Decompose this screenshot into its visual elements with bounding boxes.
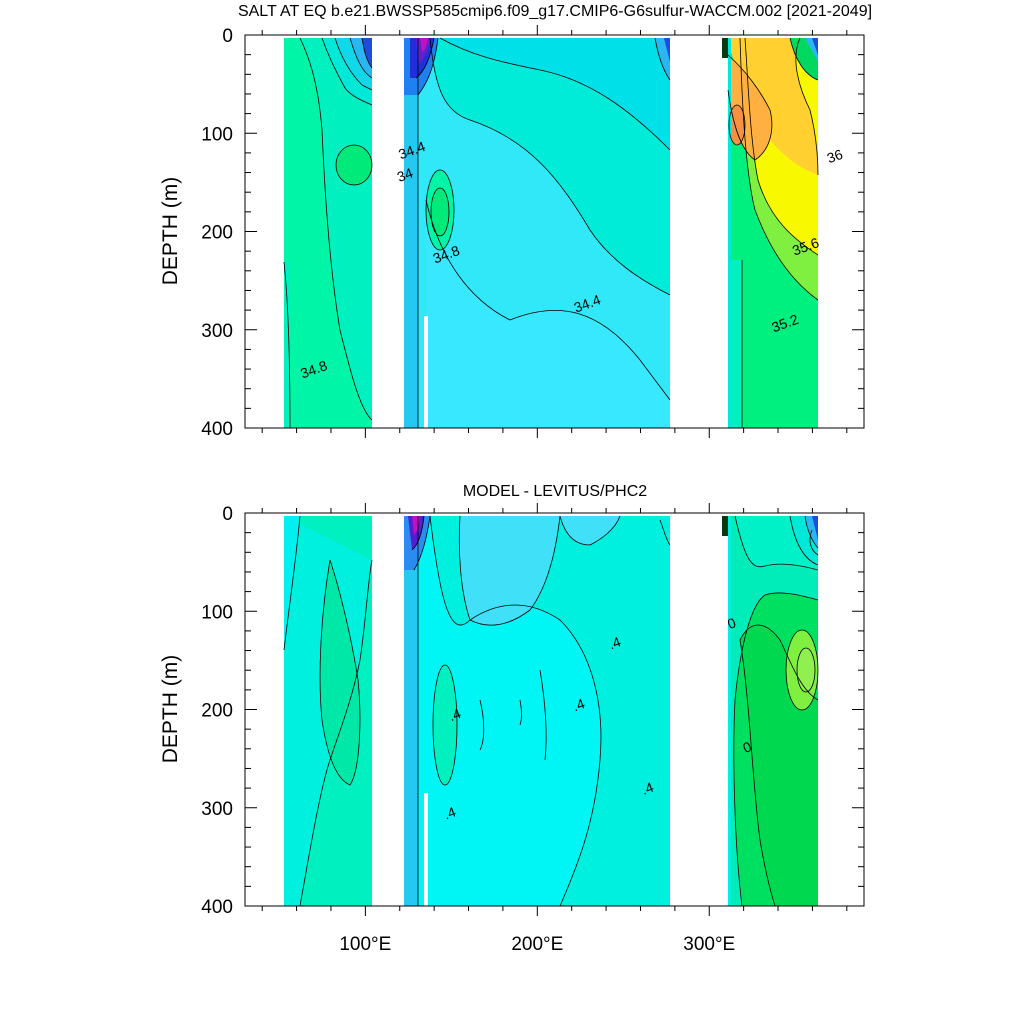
bot-atlantic-high-core	[797, 648, 815, 692]
top-pacific-west-strip	[404, 38, 418, 428]
bottom-x-tick-label: 300°E	[683, 934, 735, 955]
top-atlantic-36	[728, 38, 818, 175]
bot-indian-band-1	[284, 516, 372, 906]
bottom-contour-label: .4	[570, 695, 587, 714]
bottom-contour-labels: 0.4.4.4.4.40	[441, 614, 753, 822]
bot-atlantic-coast-dark	[722, 516, 728, 536]
top-y-tick-label: 400	[201, 419, 233, 440]
top-contour-label: 36	[825, 146, 845, 166]
top-y-tick-label: 100	[201, 124, 233, 145]
top-indian-low-strip	[284, 262, 290, 428]
bottom-y-tick-label: 100	[201, 602, 233, 623]
bottom-x-tick-label: 200°E	[511, 934, 563, 955]
bot-pacific-fresh-core-2	[408, 516, 424, 550]
top-atlantic-east-fresh-3	[812, 38, 818, 55]
top-mask-indonesia	[372, 35, 404, 428]
bottom-y-tick-label: 200	[201, 701, 233, 722]
bottom-y-axis-label: DEPTH (m)	[159, 655, 182, 764]
bot-atlantic-east-fresh-3	[812, 516, 818, 540]
top-atlantic-max-core	[729, 105, 745, 145]
top-mask-gap	[424, 316, 428, 428]
bot-mask-americas	[670, 513, 722, 906]
bot-atlantic-coast-strip	[728, 516, 731, 906]
bottom-contour-label: .4	[447, 705, 464, 724]
top-indian-high-patch	[336, 145, 372, 185]
bottom-y-tick-label: 400	[201, 897, 233, 918]
top-pacific-fresh-core-4	[420, 38, 428, 52]
bottom-contour-label: .4	[639, 779, 656, 798]
top-y-tick-label: 200	[201, 223, 233, 244]
bottom-y-tick-label: 0	[222, 504, 233, 525]
top-pacific-central-low	[426, 200, 670, 428]
bot-pacific-low-lobe	[560, 516, 620, 545]
top-pacific-mid-region	[440, 38, 670, 150]
bot-pacific-west-strip	[404, 516, 418, 906]
top-y-axis-label: DEPTH (m)	[159, 177, 182, 286]
bottom-axes: 0 100 200 300 400 100°E 200°E 300°E	[201, 503, 864, 955]
bottom-difference-field	[245, 513, 864, 906]
bot-pacific-high-lobe	[433, 665, 457, 785]
top-panel-title: SALT AT EQ b.e21.BWSSP585cmip6.f09_g17.C…	[238, 3, 872, 20]
bottom-x-tick-label: 100°E	[339, 934, 391, 955]
bot-mask-gap	[424, 793, 428, 906]
bot-mask-top-strip	[245, 513, 864, 516]
bottom-contour-label: .4	[441, 803, 458, 822]
top-pacific-high-core	[431, 188, 449, 236]
top-y-tick-label: 300	[201, 321, 233, 342]
bot-pacific-low-tongue	[459, 516, 560, 626]
top-indian-band-5	[362, 38, 372, 68]
top-atlantic-coast-dark	[722, 38, 728, 58]
top-contour-lines	[283, 37, 819, 428]
top-atlantic-west-strip	[728, 260, 742, 428]
bot-pacific-high-region	[430, 516, 670, 906]
top-pacific-high-region	[430, 38, 670, 295]
bot-contour-lines	[283, 515, 819, 906]
bot-indian-band-2	[320, 560, 360, 785]
bot-atlantic-band-1	[728, 516, 818, 906]
top-axes: 0 100 200 300 400	[201, 25, 864, 440]
top-atlantic-coast-strip	[728, 38, 731, 428]
top-salinity-field	[245, 35, 864, 428]
top-indian-band-1	[300, 38, 372, 420]
top-pacific-east-fresh-2	[664, 38, 670, 62]
top-mask-top-strip	[245, 35, 864, 38]
bottom-panel-title: MODEL - LEVITUS/PHC2	[463, 483, 647, 500]
top-mask-americas	[670, 35, 722, 428]
top-contour-label: 34	[395, 164, 415, 184]
bottom-y-tick-label: 300	[201, 799, 233, 820]
top-pacific-east-fresh-1	[655, 38, 670, 80]
bottom-contour-label: .4	[606, 633, 623, 652]
bot-mask-indonesia	[372, 513, 404, 906]
top-y-tick-label: 0	[222, 26, 233, 47]
